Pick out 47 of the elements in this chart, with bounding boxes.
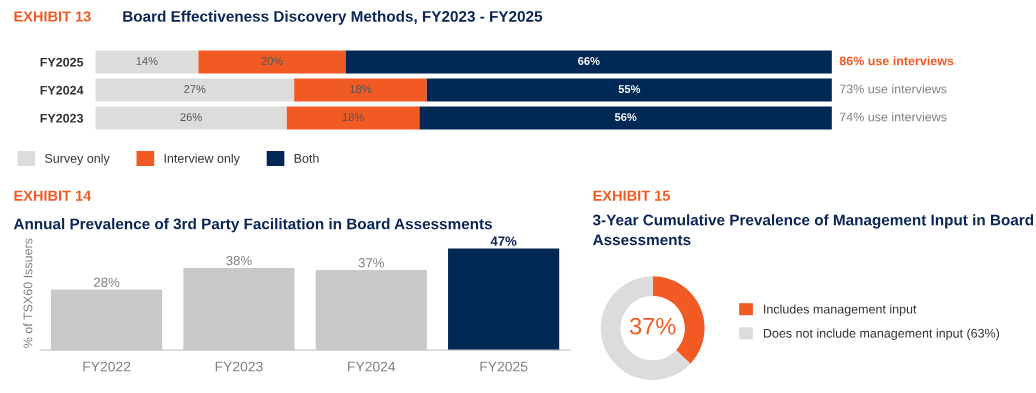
- bar: [294, 78, 427, 102]
- legend-label: Does not include management input (63%): [763, 328, 1000, 341]
- chart-title: 3-Year Cumulative Prevalence of Management Input in Board Assessments: [592, 214, 1034, 246]
- text: EXHIBIT 15: [593, 190, 670, 201]
- data-label: 66%: [578, 57, 600, 65]
- data-label: 56%: [614, 113, 637, 122]
- y-tick-label: FY2025: [40, 57, 84, 67]
- data-label: 38%: [226, 255, 252, 266]
- data-label: 18%: [342, 113, 364, 122]
- chart-title: Board Effectiveness Discovery Methods, FY2023 - FY2025: [123, 10, 543, 25]
- data-label: 18%: [350, 85, 372, 93]
- data-label: 27%: [184, 85, 206, 93]
- bar: [198, 50, 346, 74]
- legend-label: Interview only: [164, 153, 240, 166]
- bar: [286, 106, 420, 130]
- bar: [345, 50, 832, 74]
- data-label: 28%: [94, 277, 120, 287]
- bar: [95, 106, 287, 130]
- bar: [426, 78, 832, 102]
- data-label: 37%: [358, 258, 385, 268]
- legend-label: Includes management input: [764, 304, 917, 317]
- x-tick-label: FY2023: [215, 361, 263, 372]
- y-tick-label: FY2023: [40, 113, 84, 123]
- legend-label: Survey only: [44, 153, 110, 166]
- bar: [448, 248, 560, 351]
- text: 37%: [629, 317, 676, 335]
- bar: [419, 106, 832, 130]
- data-label: 20%: [261, 57, 283, 65]
- x-tick-label: FY2025: [480, 361, 528, 372]
- text: 73% use interviews: [839, 84, 947, 94]
- data-label: 47%: [490, 236, 517, 246]
- x-tick-label: FY2024: [348, 361, 396, 372]
- bar: [95, 50, 199, 74]
- text: 86% use interviews: [839, 56, 954, 66]
- legend-label: Both: [294, 153, 319, 163]
- y-axis-title: % of TSX60 Issuers: [23, 238, 33, 348]
- bar: [95, 78, 295, 102]
- chart-title: Annual Prevalence of 3rd Party Facilitation in Board Assessments: [13, 218, 492, 233]
- donut-slice: [600, 276, 691, 381]
- text: 74% use interviews: [839, 112, 947, 122]
- data-label: 14%: [136, 57, 158, 65]
- text: EXHIBIT 14: [14, 190, 92, 201]
- data-label: 26%: [180, 113, 202, 122]
- x-tick-label: FY2022: [83, 361, 131, 372]
- data-label: 55%: [618, 85, 641, 93]
- y-tick-label: FY2024: [40, 85, 84, 95]
- text: EXHIBIT 13: [14, 11, 91, 22]
